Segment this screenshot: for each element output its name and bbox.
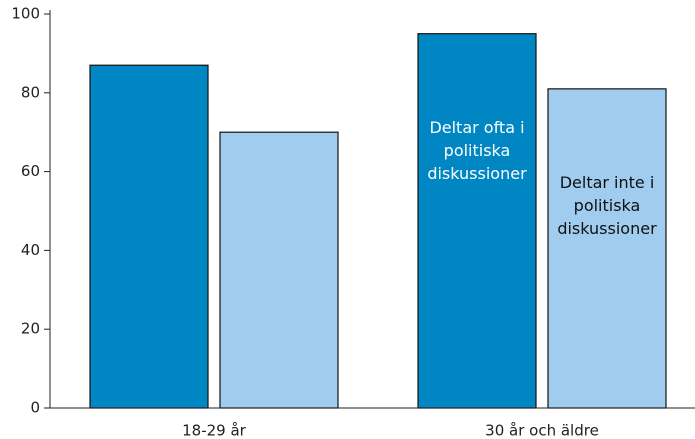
y-tick-label: 100 (11, 5, 40, 23)
bar (89, 64, 209, 409)
y-tick-label: 0 (30, 399, 40, 417)
y-tick-label: 80 (21, 83, 40, 101)
x-tick-label: 30 år och äldre (485, 422, 599, 439)
bar (219, 131, 339, 409)
series-label: Deltar ofta i politiska diskussioner (427, 117, 527, 183)
series-label: Deltar inte i politiska diskussioner (557, 172, 657, 238)
bar (547, 88, 667, 409)
x-tick-label: 18-29 år (182, 422, 247, 439)
bar (417, 33, 537, 409)
y-tick-label: 20 (21, 320, 40, 338)
y-tick-label: 60 (21, 162, 40, 180)
y-tick-label: 40 (21, 241, 40, 259)
